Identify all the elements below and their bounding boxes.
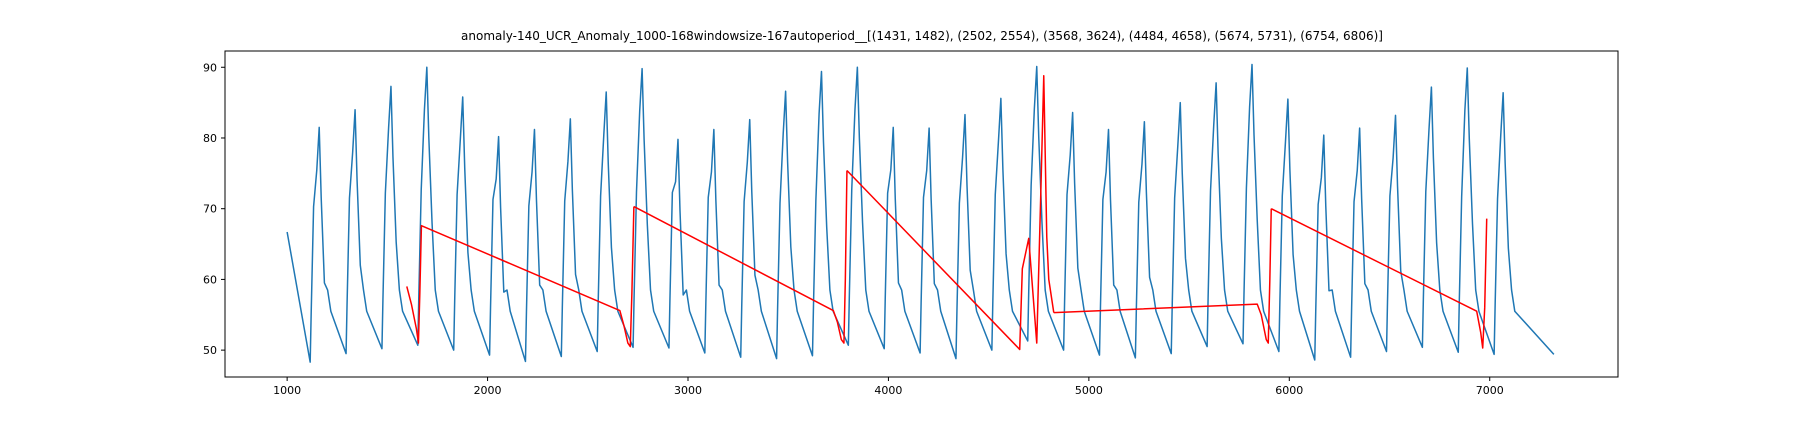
chart-title: anomaly-140_UCR_Anomaly_1000-168windowsi… [461, 29, 1383, 43]
y-tick-label: 80 [203, 132, 217, 145]
y-axis: 50 60 70 80 90 [203, 61, 225, 357]
x-tick-label: 6000 [1275, 384, 1303, 397]
y-tick-label: 70 [203, 203, 217, 216]
x-axis: 1000 2000 3000 4000 5000 6000 7000 [273, 377, 1504, 397]
y-tick-label: 50 [203, 344, 217, 357]
plot-frame [224, 50, 1619, 378]
y-tick-label: 90 [203, 61, 217, 74]
anomaly-series-line [1270, 208, 1488, 349]
x-tick-label: 7000 [1476, 384, 1504, 397]
y-tick-label: 60 [203, 273, 217, 286]
x-tick-label: 2000 [474, 384, 502, 397]
x-tick-label: 3000 [674, 384, 702, 397]
anomaly-series-line [633, 170, 848, 344]
x-tick-label: 5000 [1075, 384, 1103, 397]
signal-series-line [286, 63, 1555, 363]
anomaly-series-line [406, 206, 635, 348]
anomaly-series-line [1053, 208, 1272, 344]
x-tick-label: 1000 [273, 384, 301, 397]
x-tick-label: 4000 [874, 384, 902, 397]
plot-area [286, 63, 1555, 363]
anomaly-series-line [846, 75, 1055, 351]
